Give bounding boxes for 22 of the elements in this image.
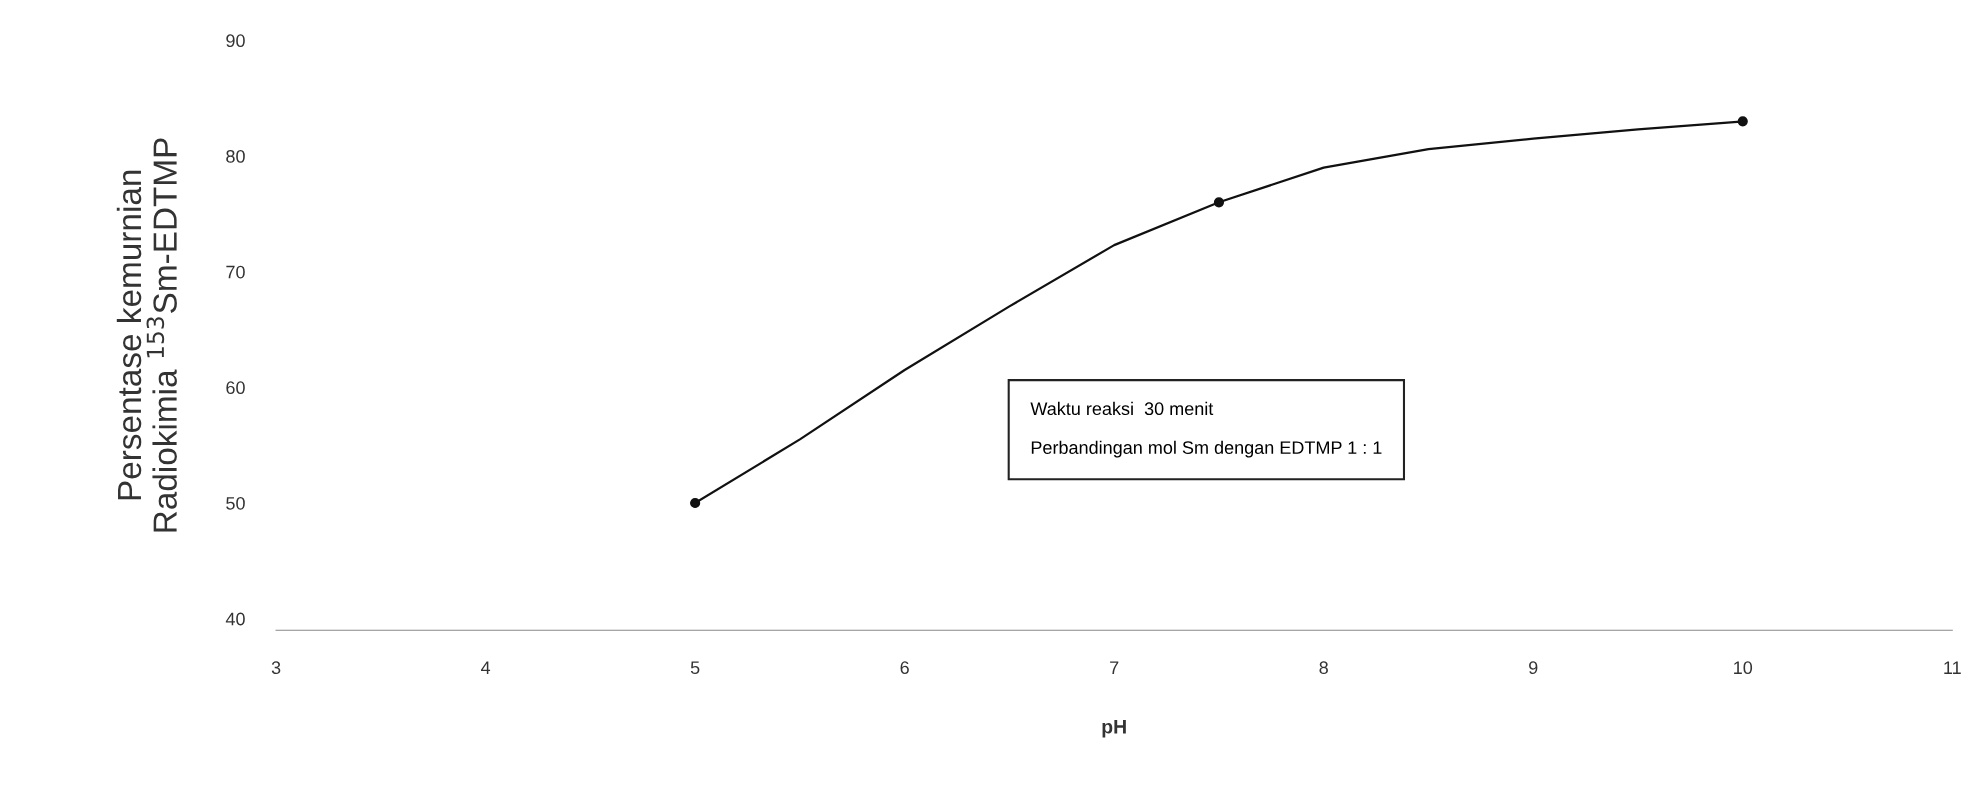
x-tick-label: 7: [1110, 661, 1119, 674]
annotation: Perbandingan mol Sm dengan EDTMP 1 : 1: [1031, 440, 1382, 458]
y-axis-title: Persentase kemurnian Radiokimia $^{153}$Sm-EDTMP: [116, 138, 177, 532]
y-tick-label: 50: [226, 496, 245, 510]
point: [690, 497, 701, 509]
x-axis-title: pH: [1102, 720, 1126, 738]
point: [1737, 116, 1748, 127]
y-tick-label: 70: [226, 265, 245, 279]
y-tick-label: 60: [226, 381, 245, 395]
x-tick-label: 3: [271, 661, 281, 675]
x-tick-label: 4: [481, 661, 491, 674]
point: [1213, 197, 1225, 208]
x-tick-label: 5: [690, 661, 700, 675]
y-tick-label: 90: [226, 34, 245, 48]
x-tick-label: 11: [1944, 661, 1961, 674]
x-tick-label: 8: [1319, 661, 1328, 675]
x-tick-label: 6: [900, 661, 909, 675]
y-tick-label: 40: [225, 612, 245, 626]
annotation: Waktu reaksi 30 menit: [1030, 401, 1214, 416]
y-tick-label: 80: [226, 149, 245, 163]
x-tick-label: 10: [1734, 661, 1753, 675]
x-tick-label: 9: [1529, 661, 1538, 675]
